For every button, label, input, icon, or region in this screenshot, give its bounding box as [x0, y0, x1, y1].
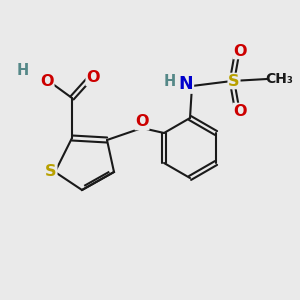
Text: N: N	[179, 75, 193, 93]
Text: S: S	[45, 164, 57, 179]
Text: H: H	[17, 62, 29, 77]
Text: O: O	[86, 70, 100, 86]
Text: O: O	[135, 115, 149, 130]
Text: CH₃: CH₃	[265, 72, 293, 86]
Text: O: O	[233, 44, 247, 59]
Text: O: O	[40, 74, 54, 89]
Text: H: H	[164, 74, 176, 89]
Text: O: O	[233, 103, 247, 118]
Text: S: S	[228, 74, 240, 88]
